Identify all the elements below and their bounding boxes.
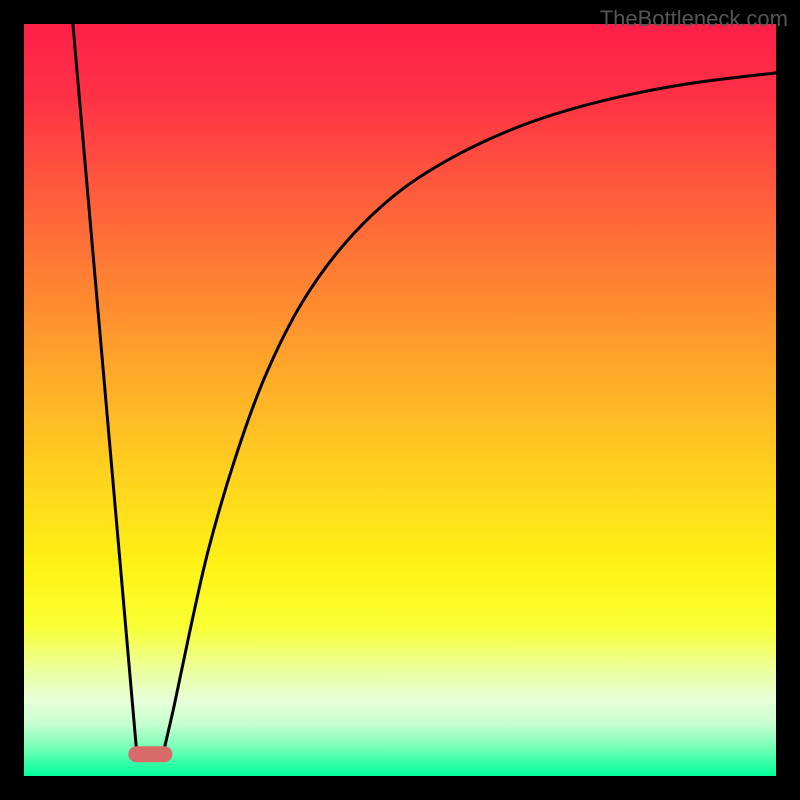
- chart-container: TheBottleneck.com: [0, 0, 800, 800]
- watermark-text: TheBottleneck.com: [600, 6, 788, 32]
- valley-marker: [128, 746, 172, 762]
- plot-background: [24, 24, 776, 776]
- chart-svg: [0, 0, 800, 800]
